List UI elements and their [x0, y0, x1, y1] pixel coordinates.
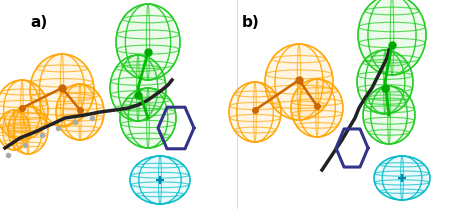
Ellipse shape: [0, 110, 30, 150]
Ellipse shape: [30, 54, 94, 126]
Ellipse shape: [8, 106, 48, 154]
Ellipse shape: [56, 84, 104, 140]
Ellipse shape: [110, 55, 166, 121]
Ellipse shape: [116, 4, 180, 80]
Ellipse shape: [130, 156, 190, 204]
Ellipse shape: [120, 88, 176, 148]
Ellipse shape: [363, 86, 415, 144]
Ellipse shape: [357, 50, 413, 114]
Text: b): b): [242, 15, 260, 30]
Ellipse shape: [291, 79, 343, 137]
Ellipse shape: [0, 80, 48, 140]
Text: a): a): [30, 15, 47, 30]
Ellipse shape: [265, 44, 333, 120]
Ellipse shape: [358, 0, 426, 75]
Ellipse shape: [229, 82, 281, 142]
Ellipse shape: [374, 156, 430, 200]
